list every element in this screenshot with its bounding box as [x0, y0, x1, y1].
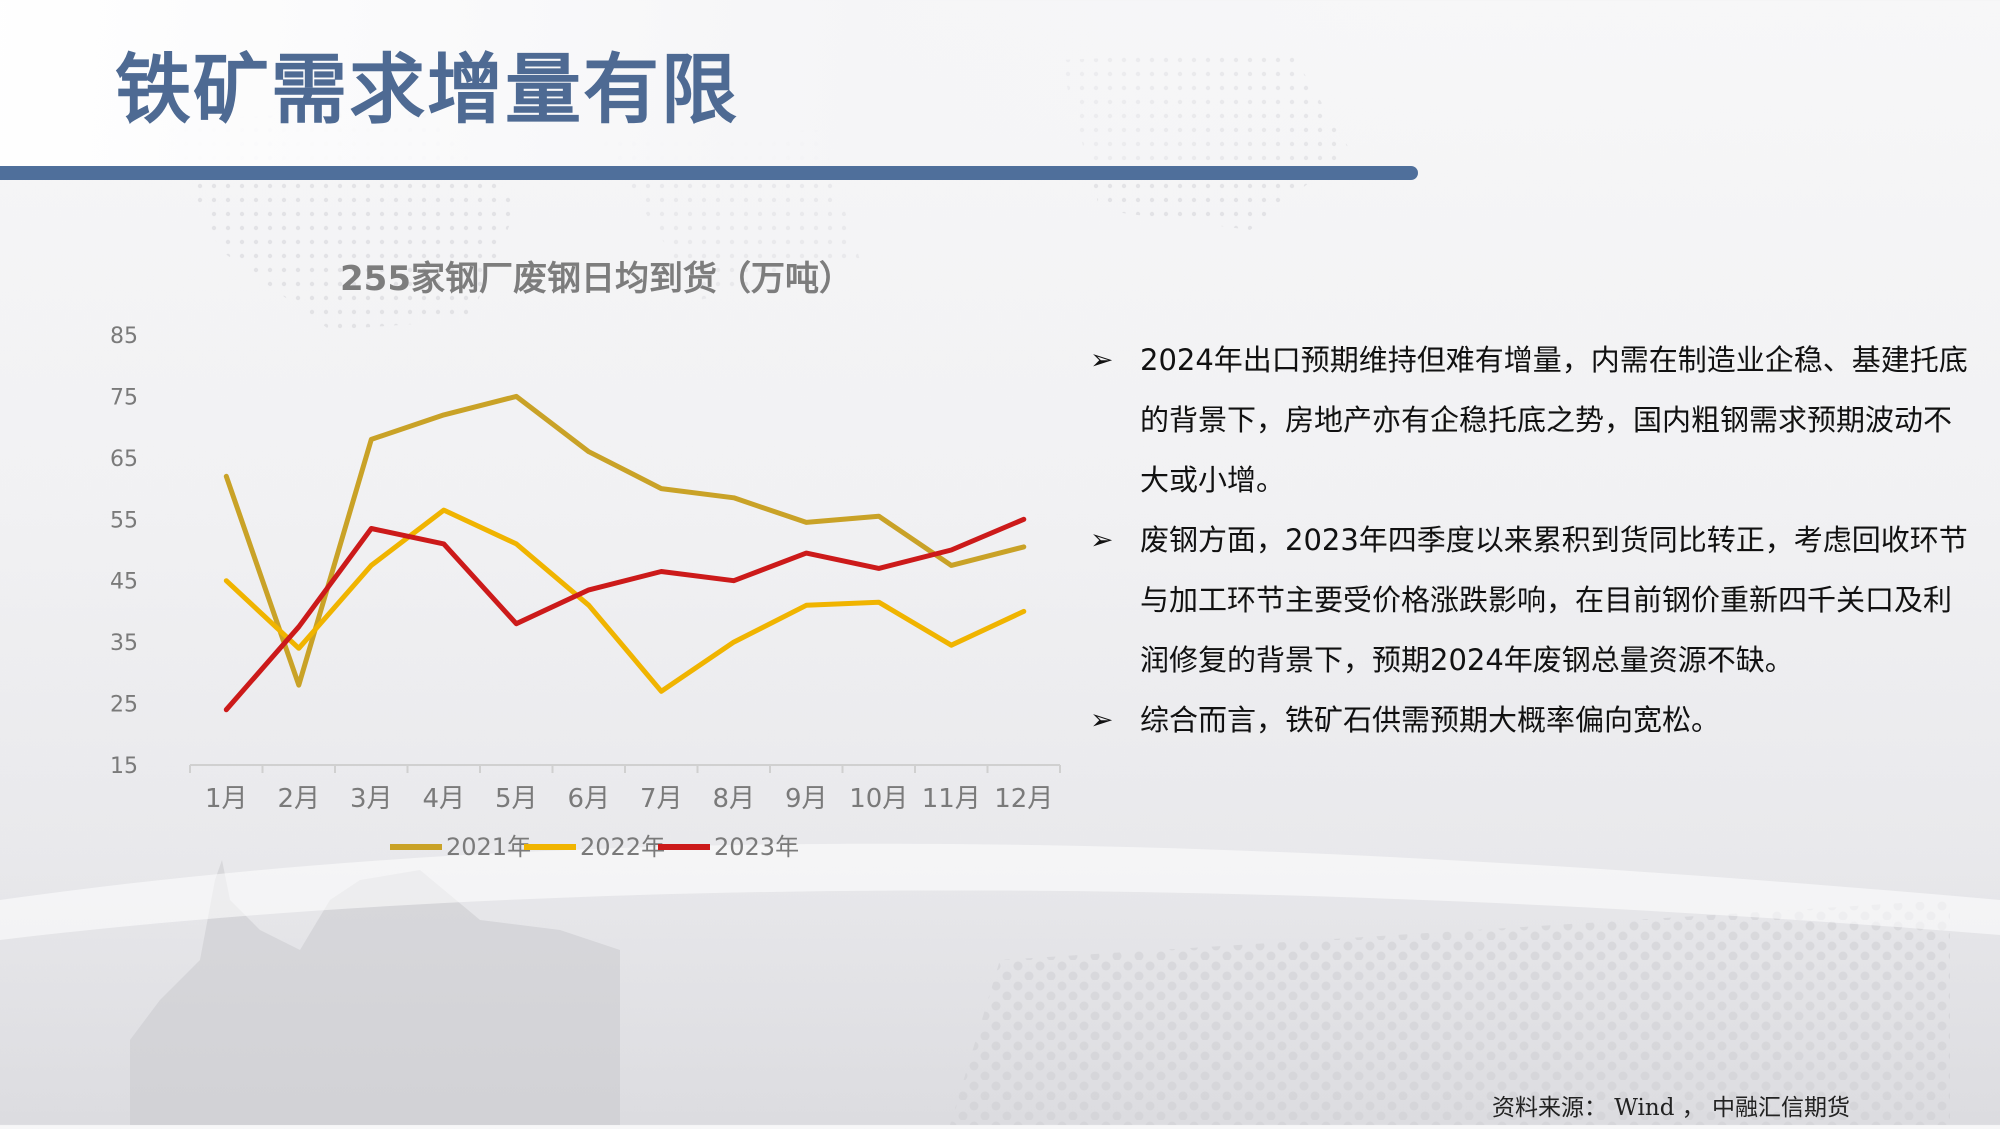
x-tick-label: 7月: [640, 784, 683, 814]
y-tick-label: 65: [110, 447, 138, 472]
x-tick-label: 6月: [567, 784, 610, 814]
chart-container: 15 25 35 45 55 65 75 85 1月 2月 3月 4月 5月 6月 7月 8月 9月 10月 11…: [90, 235, 1080, 875]
x-tick-label: 5月: [495, 784, 538, 814]
legend-label: 2023年: [714, 833, 799, 861]
arrowhead-bullet-icon: ➢: [1090, 523, 1114, 556]
arrowhead-bullet-icon: ➢: [1090, 343, 1114, 376]
y-tick-label: 55: [110, 508, 138, 533]
title-divider: [0, 166, 1418, 180]
x-tick-label: 4月: [422, 784, 465, 814]
line-chart: 15 25 35 45 55 65 75 85 1月 2月 3月 4月 5月 6月 7月 8月 9月 10月 11…: [110, 324, 1061, 861]
x-axis: 1月 2月 3月 4月 5月 6月 7月 8月 9月 10月 11月 12月: [189, 765, 1061, 814]
y-tick-label: 25: [110, 693, 138, 718]
series-line-2021年: [223, 393, 1027, 688]
legend: 2021年 2022年 2023年: [390, 833, 799, 861]
legend-label: 2021年: [446, 833, 531, 861]
source-note: 资料来源： Wind ， 中融汇信期货: [1492, 1095, 1851, 1121]
y-tick-label: 45: [110, 570, 138, 595]
series-group: [223, 393, 1027, 713]
chart-title: 255家钢厂废钢日均到货（万吨）: [340, 259, 853, 299]
bullet-item: ➢ 废钢方面，2023年四季度以来累积到货同比转正，考虑回收环节与加工环节主要受…: [1090, 510, 1970, 690]
title-band: [0, 0, 1420, 170]
x-tick-label: 1月: [205, 784, 248, 814]
x-tick-label: 9月: [785, 784, 828, 814]
series-line-2023年: [223, 516, 1027, 713]
series-line-2022年: [223, 507, 1027, 694]
y-tick-label: 35: [110, 631, 138, 656]
y-axis: 15 25 35 45 55 65 75 85: [110, 324, 138, 779]
x-tick-label: 12月: [994, 784, 1053, 814]
bullet-text: 2024年出口预期维持但难有增量，内需在制造业企稳、基建托底的背景下，房地产亦有…: [1140, 343, 1968, 497]
arrowhead-bullet-icon: ➢: [1090, 703, 1114, 736]
x-tick-label: 10月: [849, 784, 908, 814]
legend-label: 2022年: [580, 833, 665, 861]
bullet-text: 废钢方面，2023年四季度以来累积到货同比转正，考虑回收环节与加工环节主要受价格…: [1140, 523, 1968, 677]
page-title: 铁矿需求增量有限: [115, 45, 739, 134]
bullet-item: ➢ 2024年出口预期维持但难有增量，内需在制造业企稳、基建托底的背景下，房地产…: [1090, 330, 1970, 510]
bullet-item: ➢ 综合而言，铁矿石供需预期大概率偏向宽松。: [1090, 690, 1970, 750]
y-tick-label: 15: [110, 754, 138, 779]
x-tick-label: 8月: [712, 784, 755, 814]
x-tick-label: 2月: [277, 784, 320, 814]
x-tick-label: 3月: [350, 784, 393, 814]
y-tick-label: 85: [110, 324, 138, 349]
x-tick-label: 11月: [922, 784, 981, 814]
y-tick-label: 75: [110, 385, 138, 410]
bullet-list: ➢ 2024年出口预期维持但难有增量，内需在制造业企稳、基建托底的背景下，房地产…: [1090, 330, 1970, 750]
bullet-text: 综合而言，铁矿石供需预期大概率偏向宽松。: [1140, 703, 1721, 737]
